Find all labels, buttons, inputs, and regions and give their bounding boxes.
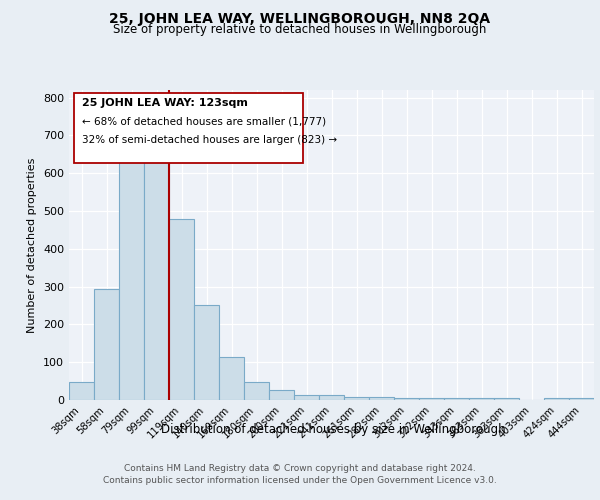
Text: 25 JOHN LEA WAY: 123sqm: 25 JOHN LEA WAY: 123sqm (82, 98, 248, 108)
Text: Contains public sector information licensed under the Open Government Licence v3: Contains public sector information licen… (103, 476, 497, 485)
Text: Size of property relative to detached houses in Wellingborough: Size of property relative to detached ho… (113, 22, 487, 36)
Text: Distribution of detached houses by size in Wellingborough: Distribution of detached houses by size … (161, 422, 505, 436)
Bar (494, 398, 519, 400)
Text: 32% of semi-detached houses are larger (823) →: 32% of semi-detached houses are larger (… (82, 135, 337, 145)
Text: 25, JOHN LEA WAY, WELLINGBOROUGH, NN8 2QA: 25, JOHN LEA WAY, WELLINGBOROUGH, NN8 2Q… (109, 12, 491, 26)
Bar (419, 398, 444, 400)
Bar (119, 155, 144, 400)
Bar (94, 289, 119, 400)
FancyBboxPatch shape (74, 93, 302, 163)
Bar (319, 394, 344, 400)
Text: ← 68% of detached houses are smaller (1,777): ← 68% of detached houses are smaller (1,… (82, 116, 326, 126)
Text: Contains HM Land Registry data © Crown copyright and database right 2024.: Contains HM Land Registry data © Crown c… (124, 464, 476, 473)
Bar (194, 304, 219, 400)
Bar (269, 390, 294, 400)
Bar (219, 358, 244, 400)
Bar (244, 382, 269, 400)
Bar (569, 398, 594, 400)
Bar (544, 398, 569, 400)
Bar (294, 394, 319, 400)
Bar (394, 398, 419, 400)
Bar (344, 397, 369, 400)
Bar (444, 398, 469, 400)
Bar (69, 382, 94, 400)
Bar (144, 150, 169, 400)
Bar (169, 218, 194, 400)
Y-axis label: Number of detached properties: Number of detached properties (28, 158, 37, 332)
Bar (369, 398, 394, 400)
Bar (469, 398, 494, 400)
